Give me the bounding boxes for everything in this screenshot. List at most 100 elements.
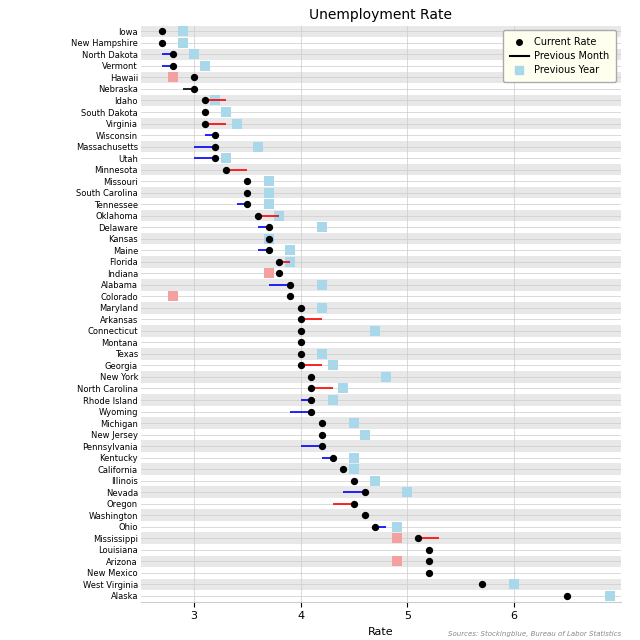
Bar — [141, 579, 621, 590]
Point — [264, 234, 274, 244]
Bar — [141, 567, 621, 579]
Point — [179, 38, 189, 48]
Point — [317, 429, 327, 440]
Point — [563, 591, 573, 601]
Point — [157, 38, 167, 48]
Point — [285, 291, 295, 301]
Point — [392, 522, 402, 532]
Point — [179, 26, 189, 36]
Point — [424, 556, 434, 566]
Point — [317, 441, 327, 451]
Point — [296, 326, 306, 336]
Bar — [141, 371, 621, 383]
Point — [264, 245, 274, 255]
Bar — [141, 26, 621, 37]
Point — [296, 360, 306, 371]
Point — [221, 153, 231, 163]
Point — [317, 418, 327, 428]
Bar — [141, 233, 621, 244]
Point — [275, 268, 285, 278]
Bar — [141, 279, 621, 291]
Point — [328, 360, 338, 371]
Bar — [141, 314, 621, 325]
Point — [392, 556, 402, 566]
Point — [317, 280, 327, 290]
Bar — [141, 429, 621, 440]
Point — [285, 280, 295, 290]
Bar — [141, 556, 621, 567]
Point — [264, 188, 274, 198]
Point — [200, 95, 210, 106]
Text: Sources: Stockingblue, Bureau of Labor Statistics: Sources: Stockingblue, Bureau of Labor S… — [447, 630, 621, 637]
Bar — [141, 141, 621, 152]
Bar — [141, 198, 621, 210]
Point — [200, 107, 210, 117]
Bar — [141, 590, 621, 602]
Point — [211, 153, 221, 163]
X-axis label: Rate: Rate — [368, 627, 394, 637]
Point — [296, 303, 306, 313]
Bar — [141, 337, 621, 348]
Bar — [141, 60, 621, 72]
Point — [328, 395, 338, 405]
Point — [168, 49, 178, 60]
Point — [243, 199, 253, 209]
Bar — [141, 106, 621, 118]
Bar — [141, 210, 621, 221]
Point — [243, 188, 253, 198]
Point — [307, 406, 317, 417]
Point — [243, 176, 253, 186]
Point — [253, 211, 263, 221]
Bar — [141, 83, 621, 95]
Point — [168, 291, 178, 301]
Point — [285, 257, 295, 267]
Point — [264, 176, 274, 186]
Point — [349, 464, 359, 474]
Point — [275, 257, 285, 267]
Point — [413, 533, 423, 543]
Point — [317, 222, 327, 232]
Point — [349, 418, 359, 428]
Bar — [141, 417, 621, 429]
Bar — [141, 325, 621, 337]
Point — [381, 372, 391, 382]
Point — [296, 349, 306, 359]
Point — [253, 141, 263, 152]
Bar — [141, 37, 621, 49]
Point — [211, 130, 221, 140]
Point — [403, 487, 413, 497]
Bar — [141, 475, 621, 486]
Point — [360, 429, 370, 440]
Point — [317, 349, 327, 359]
Point — [392, 533, 402, 543]
Point — [360, 487, 370, 497]
Point — [189, 72, 199, 83]
Point — [424, 545, 434, 555]
Title: Unemployment Rate: Unemployment Rate — [309, 8, 452, 22]
Bar — [141, 291, 621, 302]
Bar — [141, 187, 621, 198]
Point — [264, 199, 274, 209]
Point — [477, 579, 487, 589]
Point — [168, 61, 178, 71]
Point — [339, 383, 349, 394]
Bar — [141, 498, 621, 509]
Bar — [141, 383, 621, 394]
Bar — [141, 521, 621, 532]
Bar — [141, 72, 621, 83]
Bar — [141, 452, 621, 463]
Bar — [141, 221, 621, 233]
Bar — [141, 360, 621, 371]
Point — [157, 26, 167, 36]
Point — [211, 141, 221, 152]
Bar — [141, 532, 621, 544]
Bar — [141, 440, 621, 452]
Bar — [141, 95, 621, 106]
Legend: Current Rate, Previous Month, Previous Year: Current Rate, Previous Month, Previous Y… — [503, 31, 616, 82]
Point — [264, 222, 274, 232]
Point — [200, 61, 210, 71]
Bar — [141, 244, 621, 256]
Point — [221, 107, 231, 117]
Point — [296, 337, 306, 348]
Bar — [141, 268, 621, 279]
